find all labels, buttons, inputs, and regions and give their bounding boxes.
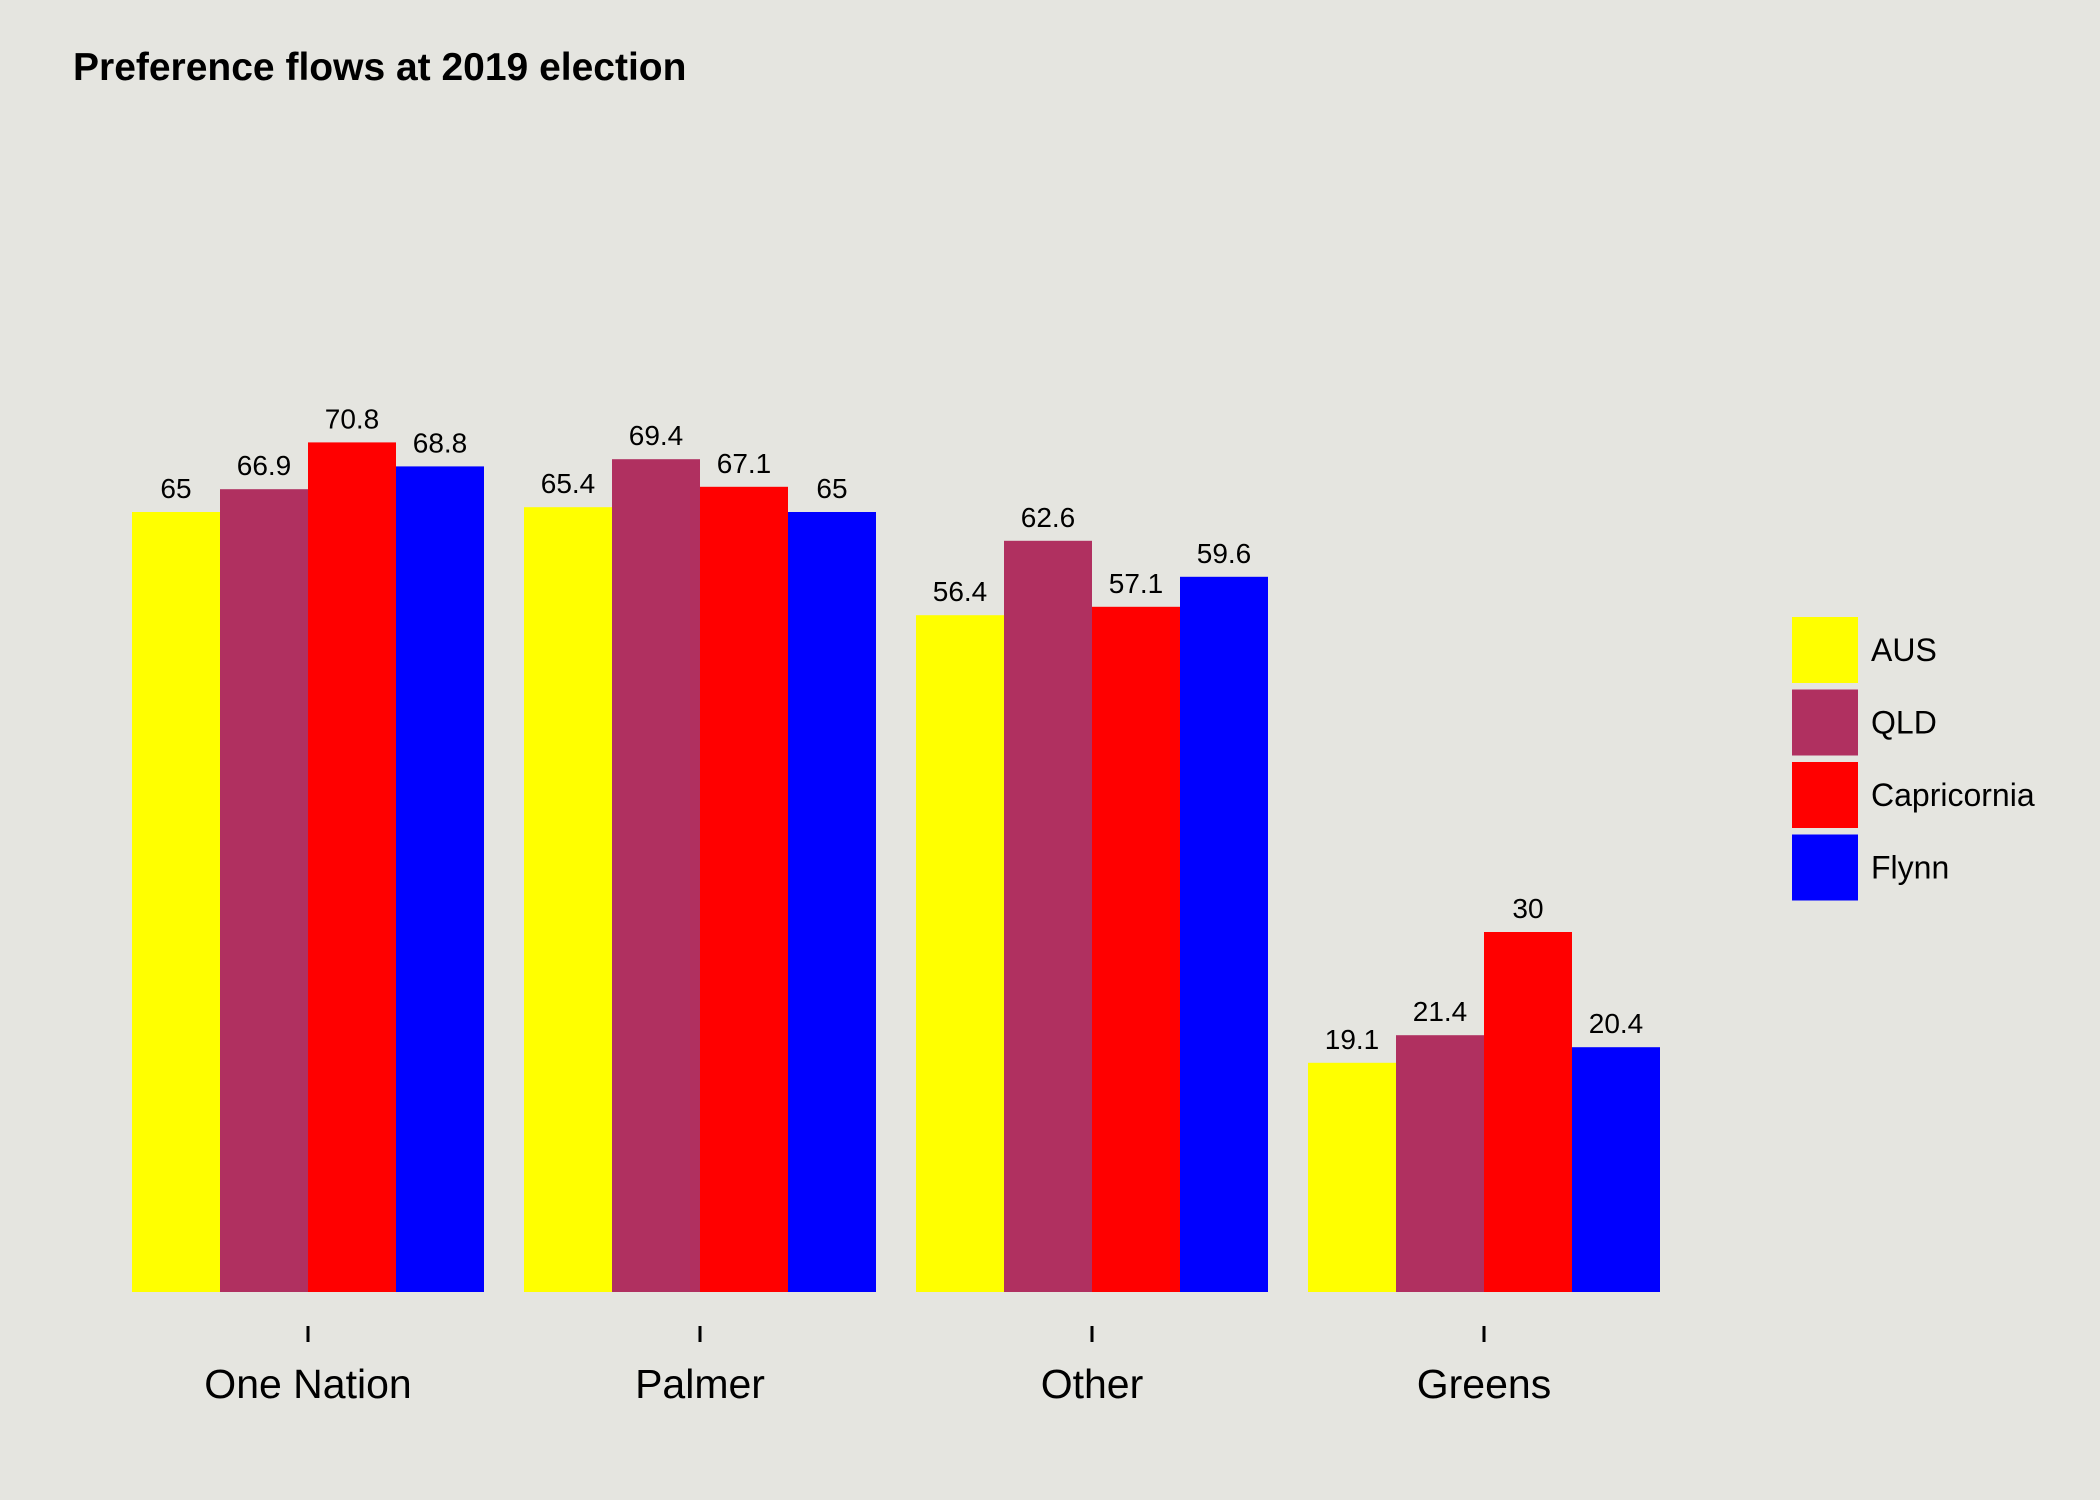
- legend-item-capricornia: Capricornia: [1792, 762, 2035, 828]
- data-label: 65: [160, 473, 191, 504]
- bars-layer: [132, 442, 1660, 1292]
- bar-palmer-capricornia: [700, 486, 788, 1292]
- legend-swatch: [1792, 762, 1858, 828]
- legend-item-flynn: Flynn: [1792, 834, 1949, 901]
- data-label: 67.1: [717, 448, 772, 479]
- data-label: 59.6: [1197, 538, 1252, 569]
- legend-item-qld: QLD: [1792, 689, 1937, 756]
- legend: AUS QLD Capricornia Flynn: [1792, 617, 2035, 901]
- x-tick-label: Other: [1041, 1361, 1144, 1407]
- data-label: 56.4: [933, 576, 988, 607]
- bar-greens-flynn: [1572, 1047, 1660, 1292]
- legend-item-aus: AUS: [1792, 617, 1937, 683]
- data-label: 20.4: [1589, 1008, 1644, 1039]
- data-label: 69.4: [629, 420, 684, 451]
- x-axis: One Nation Palmer Other Greens: [204, 1326, 1551, 1407]
- legend-swatch: [1792, 834, 1858, 901]
- bar-palmer-qld: [612, 459, 700, 1292]
- data-label: 30: [1512, 893, 1543, 924]
- bar-greens-aus: [1308, 1062, 1396, 1292]
- bar-one-nation-capricornia: [308, 442, 396, 1292]
- bar-one-nation-flynn: [396, 466, 484, 1292]
- data-label: 66.9: [237, 450, 292, 481]
- bar-palmer-flynn: [788, 512, 876, 1292]
- bar-one-nation-qld: [220, 489, 308, 1292]
- data-label: 19.1: [1325, 1024, 1380, 1055]
- data-label: 70.8: [325, 403, 380, 434]
- bar-palmer-aus: [524, 507, 612, 1292]
- bar-other-capricornia: [1092, 606, 1180, 1292]
- bar-greens-capricornia: [1484, 932, 1572, 1292]
- legend-swatch: [1792, 689, 1858, 756]
- bar-other-qld: [1004, 540, 1092, 1292]
- bar-other-flynn: [1180, 576, 1268, 1292]
- x-tick-label: One Nation: [204, 1361, 411, 1407]
- bar-other-aus: [916, 615, 1004, 1292]
- legend-label: Capricornia: [1871, 777, 2035, 813]
- legend-swatch: [1792, 617, 1858, 683]
- x-tick-label: Greens: [1417, 1361, 1551, 1407]
- data-label: 65.4: [541, 468, 596, 499]
- chart-title: Preference flows at 2019 election: [73, 46, 686, 89]
- bar-one-nation-aus: [132, 512, 220, 1292]
- data-label: 62.6: [1021, 502, 1076, 533]
- bar-greens-qld: [1396, 1035, 1484, 1292]
- x-tick-label: Palmer: [635, 1361, 765, 1407]
- data-label: 65: [816, 473, 847, 504]
- data-label: 21.4: [1413, 996, 1468, 1027]
- value-labels-layer: 65 66.9 70.8 68.8 65.4 69.4 67.1 65 56.4 62.6 57.1…: [160, 403, 1643, 1054]
- data-label: 57.1: [1109, 568, 1164, 599]
- legend-label: Flynn: [1871, 850, 1949, 886]
- data-label: 68.8: [413, 427, 468, 458]
- legend-label: AUS: [1871, 632, 1937, 668]
- legend-label: QLD: [1871, 705, 1937, 741]
